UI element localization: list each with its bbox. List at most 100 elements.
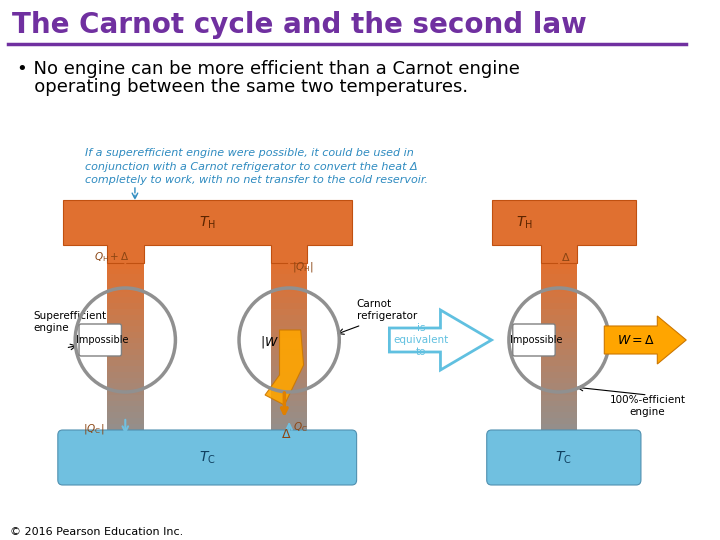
Polygon shape	[271, 366, 307, 372]
Polygon shape	[107, 315, 143, 320]
Polygon shape	[107, 423, 143, 429]
Text: $Q_{\rm C}$: $Q_{\rm C}$	[293, 420, 307, 434]
Polygon shape	[271, 377, 307, 383]
Polygon shape	[541, 366, 577, 372]
Text: Impossible: Impossible	[76, 335, 128, 345]
Polygon shape	[541, 292, 577, 298]
Polygon shape	[271, 303, 307, 309]
Polygon shape	[271, 423, 307, 429]
FancyBboxPatch shape	[513, 324, 555, 356]
Polygon shape	[107, 286, 143, 292]
Polygon shape	[541, 326, 577, 332]
Polygon shape	[271, 389, 307, 395]
Polygon shape	[541, 355, 577, 361]
Text: $\Delta$: $\Delta$	[561, 251, 570, 263]
Polygon shape	[265, 330, 304, 405]
Polygon shape	[271, 418, 307, 423]
Polygon shape	[107, 280, 143, 286]
Text: $\mathit{T}_{\rm C}$: $\mathit{T}_{\rm C}$	[199, 449, 215, 465]
Text: Carnot
refrigerator: Carnot refrigerator	[356, 299, 417, 321]
Text: $W = \Delta$: $W = \Delta$	[617, 334, 655, 347]
Polygon shape	[271, 292, 307, 298]
Polygon shape	[107, 309, 143, 315]
Polygon shape	[107, 355, 143, 361]
Text: $|Q_{\rm C}|$: $|Q_{\rm C}|$	[83, 422, 104, 436]
Polygon shape	[271, 286, 307, 292]
Polygon shape	[271, 343, 307, 349]
Polygon shape	[541, 298, 577, 303]
Polygon shape	[271, 412, 307, 418]
Polygon shape	[541, 372, 577, 377]
Polygon shape	[107, 274, 143, 280]
Polygon shape	[271, 395, 307, 401]
Polygon shape	[271, 429, 307, 435]
Polygon shape	[107, 269, 143, 274]
Polygon shape	[541, 383, 577, 389]
Polygon shape	[541, 343, 577, 349]
Text: If a superefficient engine were possible, it could be used in
conjunction with a: If a superefficient engine were possible…	[85, 148, 428, 185]
Polygon shape	[271, 401, 307, 406]
Polygon shape	[541, 286, 577, 292]
Polygon shape	[271, 361, 307, 366]
Polygon shape	[271, 320, 307, 326]
Polygon shape	[541, 338, 577, 343]
Polygon shape	[107, 349, 143, 355]
Text: $\mathit{T}_{\rm H}$: $\mathit{T}_{\rm H}$	[516, 214, 533, 231]
Polygon shape	[541, 274, 577, 280]
Polygon shape	[271, 309, 307, 315]
Text: • No engine can be more efficient than a Carnot engine: • No engine can be more efficient than a…	[17, 60, 521, 78]
Polygon shape	[604, 316, 686, 364]
Polygon shape	[541, 406, 577, 412]
Polygon shape	[107, 303, 143, 309]
Polygon shape	[107, 412, 143, 418]
Polygon shape	[271, 355, 307, 361]
Polygon shape	[107, 298, 143, 303]
Polygon shape	[271, 332, 307, 338]
Text: $\mathit{T}_{\rm C}$: $\mathit{T}_{\rm C}$	[555, 449, 572, 465]
Polygon shape	[271, 349, 307, 355]
Polygon shape	[107, 366, 143, 372]
Polygon shape	[541, 309, 577, 315]
Polygon shape	[541, 429, 577, 435]
Polygon shape	[271, 338, 307, 343]
Text: $|Q_{\rm H}|$: $|Q_{\rm H}|$	[292, 260, 314, 274]
Text: Superefficient
engine: Superefficient engine	[34, 311, 107, 333]
Polygon shape	[271, 383, 307, 389]
Polygon shape	[107, 383, 143, 389]
Polygon shape	[541, 401, 577, 406]
Polygon shape	[107, 263, 143, 269]
Text: The Carnot cycle and the second law: The Carnot cycle and the second law	[12, 11, 586, 39]
Polygon shape	[271, 298, 307, 303]
Polygon shape	[541, 269, 577, 274]
Polygon shape	[107, 343, 143, 349]
FancyBboxPatch shape	[487, 430, 641, 485]
Polygon shape	[541, 349, 577, 355]
FancyBboxPatch shape	[79, 324, 122, 356]
Polygon shape	[271, 280, 307, 286]
Polygon shape	[107, 429, 143, 435]
Polygon shape	[541, 332, 577, 338]
Text: 100%-efficient
engine: 100%-efficient engine	[610, 395, 685, 417]
Polygon shape	[271, 406, 307, 412]
Polygon shape	[541, 423, 577, 429]
Polygon shape	[107, 389, 143, 395]
Polygon shape	[271, 372, 307, 377]
Polygon shape	[271, 274, 307, 280]
Polygon shape	[271, 326, 307, 332]
Text: Impossible: Impossible	[510, 335, 562, 345]
Polygon shape	[541, 361, 577, 366]
Polygon shape	[271, 263, 307, 269]
Polygon shape	[541, 418, 577, 423]
Polygon shape	[107, 332, 143, 338]
Polygon shape	[541, 389, 577, 395]
Text: $\mathit{T}_{\rm H}$: $\mathit{T}_{\rm H}$	[199, 214, 216, 231]
Polygon shape	[541, 280, 577, 286]
Polygon shape	[107, 395, 143, 401]
Polygon shape	[107, 377, 143, 383]
Text: $|W$: $|W$	[261, 334, 279, 349]
Polygon shape	[541, 303, 577, 309]
Polygon shape	[107, 361, 143, 366]
Polygon shape	[107, 292, 143, 298]
Text: operating between the same two temperatures.: operating between the same two temperatu…	[17, 78, 469, 96]
Polygon shape	[541, 320, 577, 326]
